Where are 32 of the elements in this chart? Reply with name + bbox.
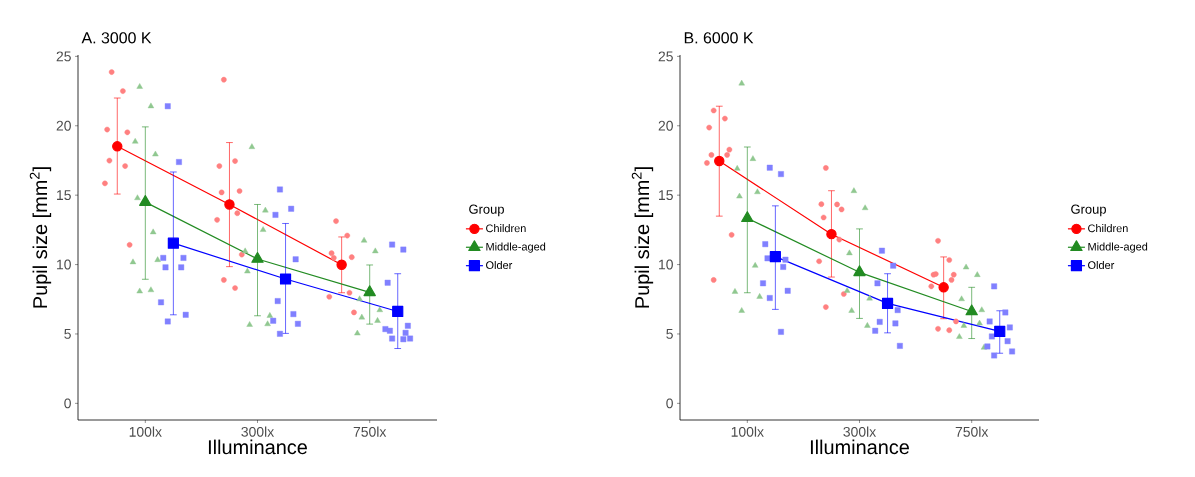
y-axis-title: Pupil size [mm$^{2}$] <box>29 167 52 308</box>
y-tick-label: 5 <box>666 329 673 339</box>
y-tick-label: 15 <box>659 190 673 201</box>
legend-title: Group <box>1071 204 1106 217</box>
y-tick-label: 20 <box>658 120 673 131</box>
y-tick-label: 10 <box>659 259 673 270</box>
chart-title: A. 3000 K <box>81 32 152 44</box>
y-tick-label: 20 <box>56 120 71 131</box>
x-tick-label: 750lx <box>955 426 989 437</box>
y-tick-label: 15 <box>57 190 71 201</box>
chart-title: B. 6000 K <box>684 32 754 44</box>
y-tick-label: 10 <box>57 259 71 270</box>
legend-label: Older <box>1088 260 1115 270</box>
x-tick-label: 100lx <box>731 426 764 437</box>
legend-title: Group <box>469 204 504 217</box>
y-tick-label: 25 <box>658 51 673 62</box>
x-axis-title: Illuminance <box>208 439 307 455</box>
x-tick-label: 300lx <box>843 426 877 437</box>
legend-label: Older <box>486 260 513 270</box>
x-tick-label: 750lx <box>353 426 387 437</box>
y-tick-label: 0 <box>666 398 673 409</box>
legend-label: Children <box>1088 224 1128 233</box>
y-tick-label: 25 <box>56 51 71 62</box>
y-tick-label: 5 <box>64 329 71 339</box>
x-tick-label: 300lx <box>241 426 275 437</box>
legend-label: Middle-aged <box>1088 242 1148 253</box>
legend-label: Middle-aged <box>486 242 546 253</box>
x-axis-title: Illuminance <box>810 439 909 455</box>
legend-label: Children <box>486 224 526 233</box>
x-tick-label: 100lx <box>129 426 162 437</box>
y-axis-title: Pupil size [mm$^{2}$] <box>631 167 654 308</box>
y-tick-label: 0 <box>64 398 71 409</box>
